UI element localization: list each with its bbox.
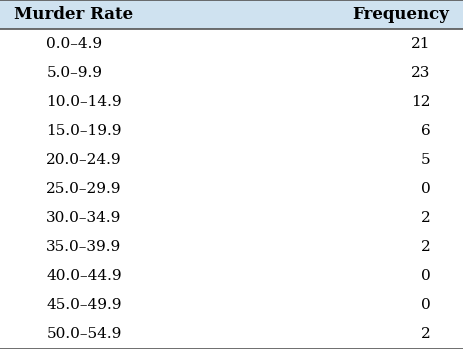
FancyBboxPatch shape [0, 146, 463, 174]
Text: 50.0–54.9: 50.0–54.9 [46, 327, 122, 341]
Text: 35.0–39.9: 35.0–39.9 [46, 240, 122, 254]
Text: 2: 2 [421, 327, 431, 341]
FancyBboxPatch shape [0, 116, 463, 146]
Text: 0: 0 [421, 298, 431, 312]
FancyBboxPatch shape [0, 291, 463, 320]
Text: 6: 6 [421, 124, 431, 138]
Text: 15.0–19.9: 15.0–19.9 [46, 124, 122, 138]
Text: Murder Rate: Murder Rate [14, 6, 133, 23]
Text: 0.0–4.9: 0.0–4.9 [46, 37, 102, 51]
Text: 23: 23 [411, 66, 431, 80]
FancyBboxPatch shape [0, 58, 463, 87]
Text: 21: 21 [411, 37, 431, 51]
Text: 2: 2 [421, 240, 431, 254]
Text: 40.0–44.9: 40.0–44.9 [46, 269, 122, 283]
Text: 0: 0 [421, 182, 431, 196]
FancyBboxPatch shape [0, 29, 463, 58]
FancyBboxPatch shape [0, 320, 463, 349]
Text: 30.0–34.9: 30.0–34.9 [46, 211, 122, 225]
FancyBboxPatch shape [0, 203, 463, 233]
Text: 45.0–49.9: 45.0–49.9 [46, 298, 122, 312]
Text: 25.0–29.9: 25.0–29.9 [46, 182, 122, 196]
FancyBboxPatch shape [0, 233, 463, 262]
Text: 10.0–14.9: 10.0–14.9 [46, 95, 122, 109]
Text: 5.0–9.9: 5.0–9.9 [46, 66, 102, 80]
Text: Frequency: Frequency [352, 6, 449, 23]
FancyBboxPatch shape [0, 0, 463, 29]
Text: 2: 2 [421, 211, 431, 225]
Text: 0: 0 [421, 269, 431, 283]
FancyBboxPatch shape [0, 262, 463, 291]
FancyBboxPatch shape [0, 174, 463, 203]
FancyBboxPatch shape [0, 87, 463, 116]
Text: 5: 5 [421, 153, 431, 167]
Text: 12: 12 [411, 95, 431, 109]
Text: 20.0–24.9: 20.0–24.9 [46, 153, 122, 167]
